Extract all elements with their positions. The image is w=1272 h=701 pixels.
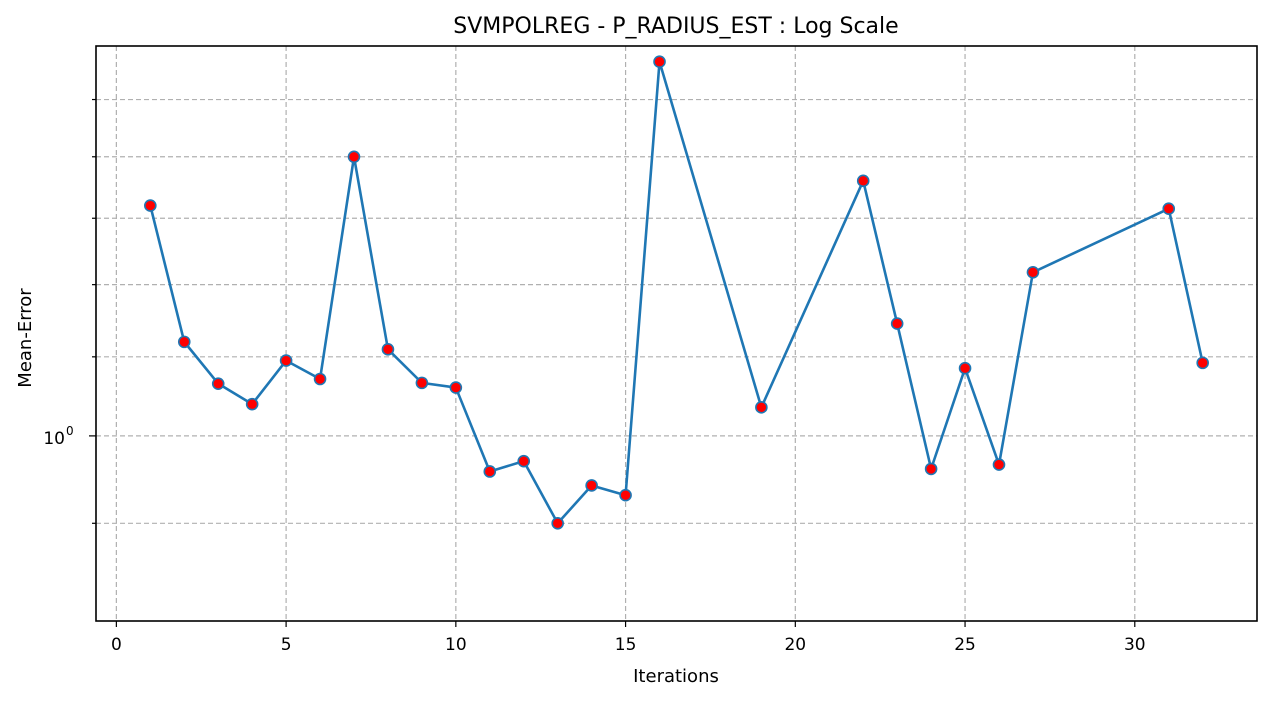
data-point bbox=[279, 354, 293, 367]
x-tick-label: 30 bbox=[1124, 635, 1146, 655]
data-point bbox=[211, 377, 225, 390]
data-point bbox=[415, 376, 429, 390]
x-tick-label: 25 bbox=[954, 635, 976, 655]
data-point bbox=[924, 462, 938, 476]
data-point bbox=[347, 150, 361, 164]
data-point bbox=[177, 335, 191, 349]
series-line bbox=[149, 60, 1204, 525]
grid bbox=[96, 46, 1257, 621]
y-tick-label: 10 bbox=[43, 429, 65, 449]
data-point bbox=[992, 458, 1006, 471]
data-point bbox=[1196, 356, 1209, 370]
y-axis-label: Mean-Error bbox=[15, 288, 36, 388]
x-tick-label: 10 bbox=[445, 635, 467, 655]
data-point bbox=[449, 381, 463, 394]
x-tick-label: 15 bbox=[615, 635, 637, 655]
y-tick-label-exponent: 0 bbox=[66, 424, 74, 438]
chart-title: SVMPOLREG - P_RADIUS_EST : Log Scale bbox=[453, 14, 898, 39]
y-axis: 10 0 bbox=[43, 98, 96, 524]
data-point bbox=[856, 174, 870, 188]
data-point bbox=[144, 199, 157, 212]
data-point bbox=[483, 465, 497, 478]
data-point bbox=[890, 317, 904, 330]
x-tick-label: 5 bbox=[281, 635, 292, 655]
data-point bbox=[313, 372, 327, 386]
data-point bbox=[1026, 265, 1040, 279]
data-point bbox=[551, 516, 564, 530]
x-axis-label: Iterations bbox=[633, 666, 719, 687]
data-point bbox=[755, 401, 768, 414]
data-point bbox=[245, 397, 259, 411]
data-point bbox=[653, 55, 666, 69]
data-point bbox=[958, 361, 972, 375]
data-point bbox=[381, 343, 395, 356]
x-axis: 0 5 10 15 20 25 30 bbox=[111, 621, 1146, 655]
data-point bbox=[619, 488, 632, 502]
x-tick-label: 20 bbox=[784, 635, 806, 655]
data-point bbox=[1162, 202, 1176, 216]
data-point bbox=[517, 454, 531, 468]
data-point bbox=[585, 479, 598, 492]
plot-frame bbox=[95, 45, 1258, 622]
series bbox=[144, 55, 1209, 530]
x-tick-label: 0 bbox=[111, 635, 122, 655]
